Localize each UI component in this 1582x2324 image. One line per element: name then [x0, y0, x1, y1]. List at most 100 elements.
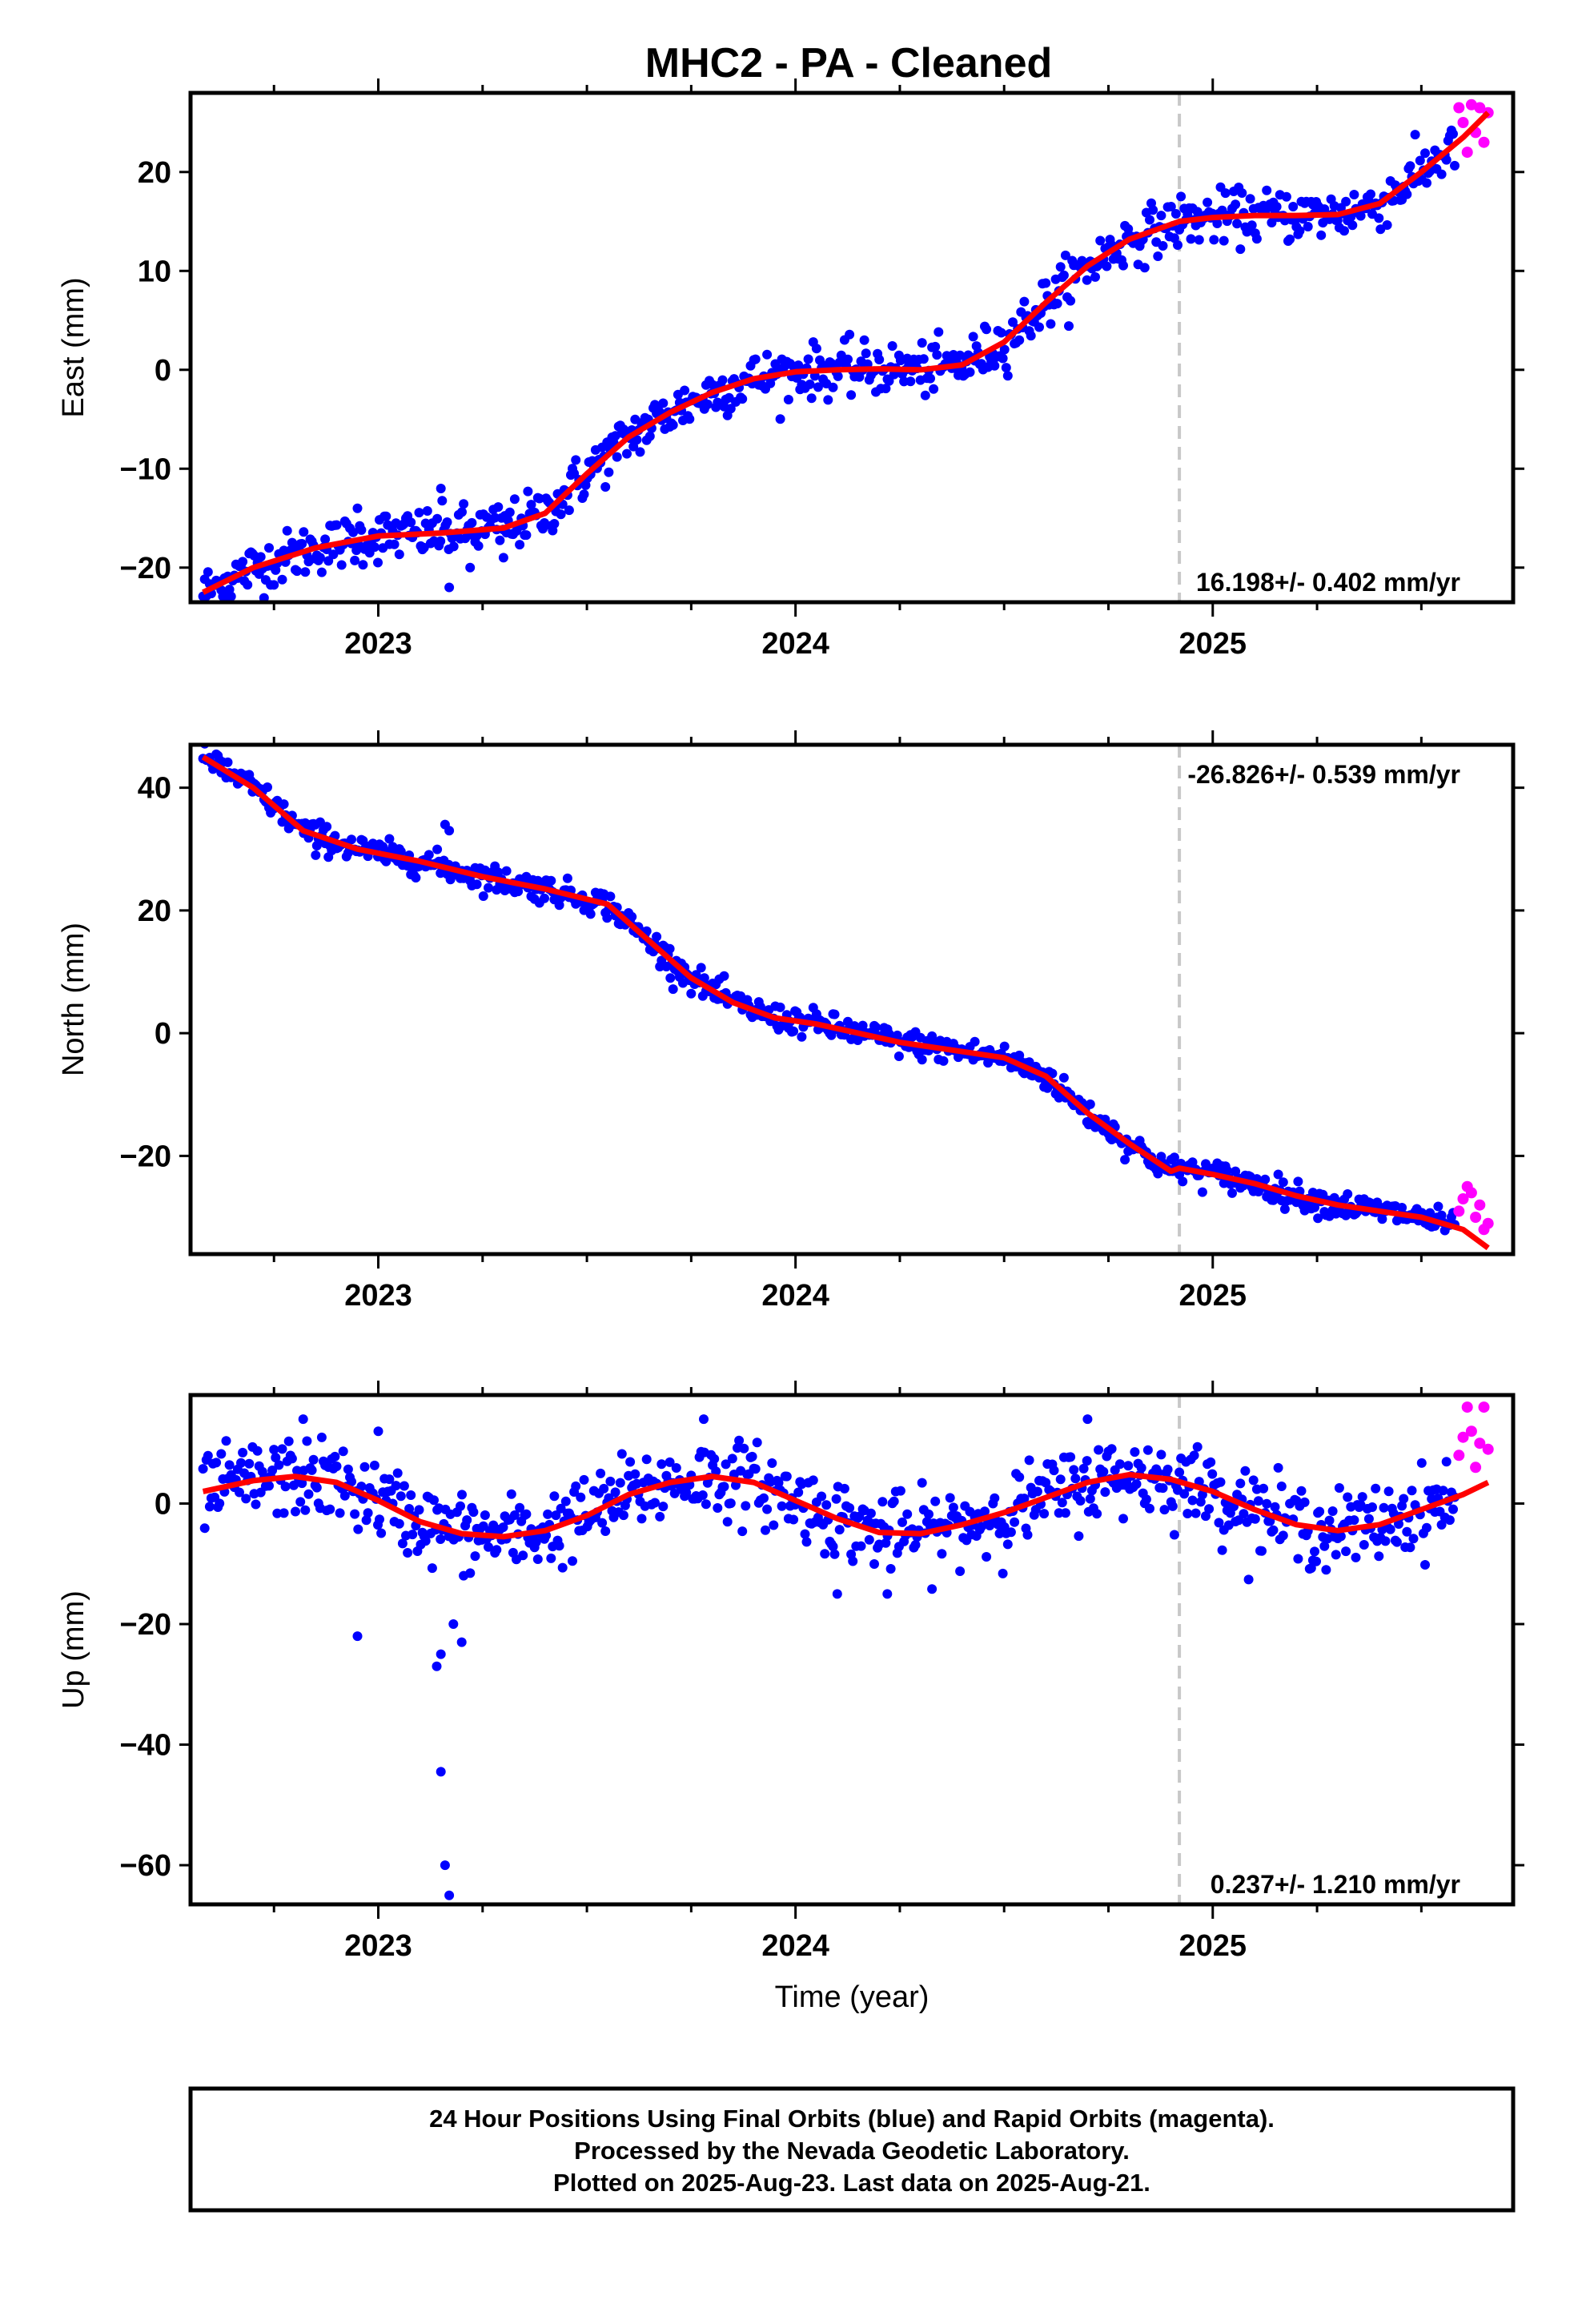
- final-orbit-point: [381, 511, 391, 521]
- final-orbit-point: [339, 1490, 350, 1501]
- rate-annotation: 16.198+/- 0.402 mm/yr: [1196, 568, 1460, 597]
- final-orbit-point: [297, 1478, 307, 1489]
- final-orbit-point: [384, 1474, 395, 1485]
- final-orbit-point: [1158, 241, 1168, 251]
- final-orbit-point: [948, 1502, 958, 1513]
- final-orbit-point: [665, 973, 676, 983]
- final-orbit-point: [1131, 1479, 1142, 1490]
- final-orbit-point: [697, 1490, 708, 1500]
- final-orbit-point: [543, 1509, 553, 1519]
- final-orbit-point: [224, 1460, 235, 1470]
- final-orbit-point: [811, 344, 821, 354]
- rapid-orbit-point: [1470, 1212, 1482, 1223]
- rapid-orbit-point: [1470, 1462, 1482, 1474]
- rapid-orbit-point: [1457, 117, 1469, 128]
- final-orbit-point: [982, 324, 992, 335]
- final-orbit-point: [699, 973, 709, 983]
- final-orbit-point: [1408, 1534, 1419, 1544]
- final-orbit-point: [685, 414, 695, 424]
- final-orbit-point: [1217, 1545, 1227, 1555]
- final-orbit-point: [970, 1036, 980, 1047]
- final-orbit-point: [1179, 1489, 1190, 1499]
- final-orbit-point: [440, 1860, 450, 1871]
- final-orbit-point: [288, 1480, 299, 1490]
- final-orbit-point: [1055, 1474, 1066, 1485]
- final-orbit-point: [644, 431, 655, 441]
- final-orbit-point: [1074, 1531, 1084, 1542]
- final-orbit-point: [1240, 1466, 1251, 1476]
- final-orbit-point: [216, 1449, 227, 1459]
- final-orbit-point: [859, 335, 869, 345]
- final-orbit-point: [998, 353, 1008, 364]
- final-orbit-point: [436, 1767, 446, 1777]
- final-orbit-point: [1407, 1486, 1417, 1496]
- final-orbit-point: [448, 541, 459, 552]
- final-orbit-point: [1262, 185, 1272, 195]
- final-orbit-point: [665, 943, 675, 954]
- final-orbit-point: [927, 1584, 938, 1594]
- rapid-orbit-point: [1482, 1217, 1494, 1229]
- final-orbit-point: [299, 527, 309, 537]
- final-orbit-point: [1215, 1477, 1226, 1487]
- final-orbit-point: [557, 1562, 568, 1573]
- y-axis-label: North (mm): [57, 923, 90, 1076]
- final-orbit-point: [526, 500, 536, 510]
- final-orbit-point: [501, 866, 512, 876]
- rapid-orbit-point: [1457, 1193, 1469, 1204]
- final-orbit-point: [1195, 1497, 1206, 1507]
- final-orbit-point: [881, 384, 891, 394]
- final-orbit-point: [1106, 1444, 1117, 1454]
- final-orbit-point: [571, 455, 581, 465]
- final-orbit-point: [752, 1437, 762, 1448]
- final-orbit-point: [1402, 1526, 1412, 1537]
- final-orbit-point: [203, 1450, 213, 1461]
- rapid-orbit-point: [1453, 1449, 1465, 1462]
- final-orbit-point: [478, 891, 488, 901]
- final-orbit-point: [311, 1482, 322, 1493]
- rapid-orbit-point: [1457, 1431, 1469, 1443]
- final-orbit-point: [1313, 1213, 1323, 1224]
- final-orbit-point: [282, 525, 292, 536]
- final-orbit-point: [1243, 1574, 1254, 1585]
- final-orbit-point: [1178, 1176, 1188, 1187]
- final-orbit-point: [1212, 219, 1223, 228]
- final-orbit-point: [204, 1502, 215, 1512]
- final-orbit-point: [813, 382, 823, 392]
- final-orbit-point: [1235, 244, 1246, 255]
- final-orbit-point: [1405, 1542, 1415, 1553]
- final-orbit-point: [759, 1493, 769, 1503]
- model-fit-line: [201, 754, 1490, 1251]
- final-orbit-point: [1324, 1515, 1335, 1526]
- final-orbit-point: [831, 1494, 841, 1504]
- final-orbit-point: [226, 591, 236, 601]
- final-orbit-point: [635, 447, 645, 457]
- final-orbit-point: [1159, 1505, 1170, 1515]
- final-orbit-point: [484, 1542, 493, 1552]
- final-orbit-point: [1014, 335, 1025, 345]
- final-orbit-point: [331, 520, 342, 530]
- final-orbit-point: [198, 1464, 208, 1474]
- final-orbit-point: [702, 399, 713, 409]
- final-orbit-point: [255, 552, 266, 562]
- final-orbit-point: [1174, 1467, 1185, 1478]
- final-orbit-point: [817, 1491, 827, 1502]
- y-tick-label: −20: [120, 1608, 171, 1642]
- final-orbit-point: [917, 338, 927, 348]
- final-orbit-point: [300, 1505, 311, 1515]
- final-orbit-point: [668, 984, 678, 995]
- final-orbit-point: [338, 1446, 348, 1457]
- final-orbit-point: [895, 1486, 905, 1496]
- final-orbit-point: [789, 1514, 799, 1525]
- final-orbit-point: [717, 375, 728, 385]
- final-orbit-point: [650, 1498, 660, 1508]
- final-orbit-point: [828, 382, 838, 392]
- final-orbit-point: [1377, 1214, 1387, 1224]
- final-orbit-point: [1052, 299, 1062, 309]
- final-orbit-point: [737, 394, 748, 404]
- final-orbit-point: [930, 1496, 941, 1506]
- final-orbit-point: [348, 527, 359, 537]
- rapid-orbit-point: [1461, 147, 1473, 159]
- y-tick-label: −40: [120, 1729, 171, 1763]
- final-orbit-point: [1367, 1502, 1377, 1512]
- final-orbit-point: [747, 1451, 757, 1462]
